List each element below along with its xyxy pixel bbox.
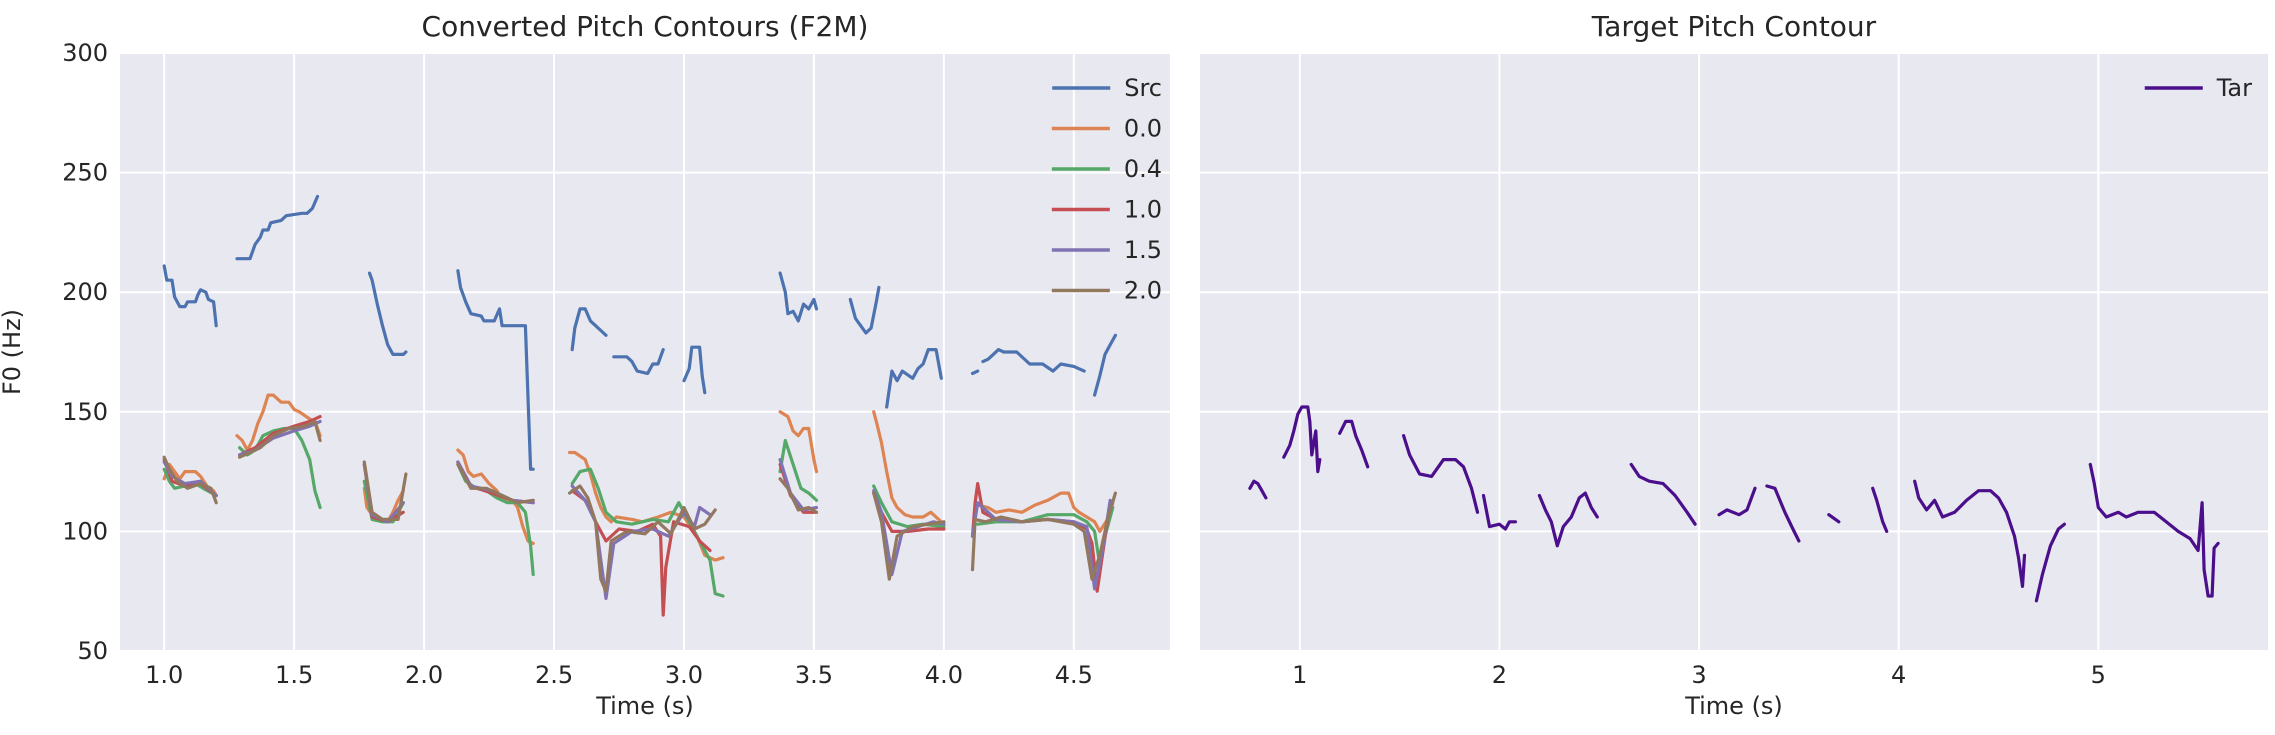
left-legend-item: 1.0 bbox=[1051, 196, 1162, 224]
right-x-tick-label: 2 bbox=[1492, 661, 1507, 689]
left-x-tick-label: 3.5 bbox=[795, 661, 833, 689]
series-line-segment bbox=[1765, 484, 1801, 543]
left-y-tick-label: 150 bbox=[62, 398, 108, 426]
series-line-segment bbox=[848, 285, 881, 335]
right-x-tick-label: 1 bbox=[1292, 661, 1307, 689]
legend-label: 1.5 bbox=[1124, 236, 1162, 264]
series-line-segment bbox=[970, 369, 980, 376]
left-x-tick-label: 3.0 bbox=[665, 661, 703, 689]
series-line-segment bbox=[456, 448, 535, 546]
right-grid bbox=[1200, 52, 2268, 652]
right-legend: Tar bbox=[2144, 74, 2252, 102]
left-x-tick-label: 1.0 bbox=[145, 661, 183, 689]
series-line-segment bbox=[238, 419, 322, 459]
series-line-segment bbox=[778, 438, 819, 502]
left-x-tick-label: 2.5 bbox=[535, 661, 573, 689]
series-line-segment bbox=[367, 271, 408, 356]
series-line-segment bbox=[235, 194, 320, 261]
series-line-segment bbox=[976, 491, 1115, 534]
series-line-segment bbox=[567, 484, 717, 593]
left-x-tick-label: 2.0 bbox=[405, 661, 443, 689]
left-x-tick-label: 1.5 bbox=[275, 661, 313, 689]
series-line-segment bbox=[682, 345, 707, 395]
series-line-segment bbox=[612, 348, 665, 376]
legend-label: 2.0 bbox=[1124, 277, 1162, 305]
series-line-segment bbox=[872, 410, 946, 526]
right-x-tick-label: 4 bbox=[1891, 661, 1906, 689]
right-series-Tar bbox=[1248, 405, 2220, 603]
left-legend-item: 0.0 bbox=[1051, 115, 1162, 143]
series-line-segment bbox=[2034, 522, 2066, 603]
series-line-segment bbox=[1248, 479, 1268, 500]
right-chart-title: Target Pitch Contour bbox=[1591, 10, 1877, 43]
left-y-tick-label: 200 bbox=[62, 278, 108, 306]
series-line-segment bbox=[162, 264, 218, 328]
series-line-segment bbox=[1827, 513, 1841, 524]
left-chart-title: Converted Pitch Contours (F2M) bbox=[422, 10, 869, 43]
right-plot-area bbox=[1200, 53, 2268, 651]
right-chart-panel: 1 2 3 4 5 Target Pitch Contour Time (s) Tar bbox=[1200, 10, 2268, 720]
series-line-segment bbox=[1629, 462, 1697, 526]
series-line-segment bbox=[970, 491, 1118, 581]
left-y-tick-label: 250 bbox=[62, 159, 108, 187]
series-line-segment bbox=[778, 477, 819, 514]
left-chart-panel: 1.0 1.5 2.0 2.5 3.0 3.5 4.0 4.5 50 100 150 200 250 3… bbox=[0, 10, 1170, 720]
left-y-tick-label: 50 bbox=[77, 637, 108, 665]
series-line-segment bbox=[456, 462, 535, 505]
right-series-lines bbox=[1248, 405, 2220, 603]
series-line-segment bbox=[1537, 491, 1599, 548]
series-line-segment bbox=[162, 455, 218, 505]
left-y-tick-label: 300 bbox=[62, 39, 108, 67]
legend-label: 1.0 bbox=[1124, 196, 1162, 224]
series-line-segment bbox=[570, 467, 725, 598]
left-series-Src bbox=[162, 194, 1118, 471]
series-line-segment bbox=[778, 410, 819, 474]
right-x-tick-label: 5 bbox=[2091, 661, 2106, 689]
series-line-segment bbox=[1401, 434, 1480, 514]
series-line-segment bbox=[1871, 486, 1889, 534]
left-x-tick-label: 4.0 bbox=[925, 661, 963, 689]
series-line-segment bbox=[570, 307, 608, 352]
left-series-lines bbox=[162, 194, 1118, 617]
left-y-axis-label: F0 (Hz) bbox=[0, 309, 26, 395]
series-line-segment bbox=[981, 348, 1086, 373]
legend-label: Tar bbox=[2216, 74, 2252, 102]
legend-label: 0.0 bbox=[1124, 115, 1162, 143]
left-legend-item: 2.0 bbox=[1051, 277, 1162, 305]
series-line-segment bbox=[362, 460, 408, 522]
left-legend-item: 0.4 bbox=[1051, 155, 1162, 183]
series-line-segment bbox=[1092, 333, 1118, 397]
series-line-segment bbox=[235, 393, 322, 452]
right-x-axis-label: Time (s) bbox=[1684, 692, 1783, 720]
series-line-segment bbox=[885, 348, 943, 409]
series-line-segment bbox=[2088, 462, 2220, 598]
series-line-segment bbox=[1717, 486, 1757, 517]
left-grid bbox=[120, 52, 1170, 652]
series-line-segment bbox=[1913, 479, 2027, 589]
series-line-segment bbox=[456, 269, 535, 471]
left-x-axis-label: Time (s) bbox=[595, 692, 694, 720]
right-legend-item: Tar bbox=[2144, 74, 2252, 102]
left-y-tick-label: 100 bbox=[62, 517, 108, 545]
left-series-2-0 bbox=[162, 419, 1118, 593]
series-line-segment bbox=[872, 491, 946, 581]
left-y-tick-labels: 50 100 150 200 250 300 bbox=[62, 39, 108, 665]
series-line-segment bbox=[778, 271, 819, 323]
series-line-segment bbox=[1481, 493, 1518, 531]
legend-label: Src bbox=[1124, 74, 1162, 102]
series-line-segment bbox=[1338, 419, 1370, 469]
right-x-tick-label: 3 bbox=[1691, 661, 1706, 689]
right-x-tick-labels: 1 2 3 4 5 bbox=[1292, 661, 2106, 689]
left-legend-item: 1.5 bbox=[1051, 236, 1162, 264]
left-legend: Src 0.0 0.4 1.0 1.5 2.0 bbox=[1051, 74, 1162, 305]
series-line-segment bbox=[1282, 405, 1322, 474]
legend-label: 0.4 bbox=[1124, 155, 1162, 183]
left-legend-item: Src bbox=[1052, 74, 1162, 102]
left-x-tick-labels: 1.0 1.5 2.0 2.5 3.0 3.5 4.0 4.5 bbox=[145, 661, 1093, 689]
left-x-tick-label: 4.5 bbox=[1055, 661, 1093, 689]
